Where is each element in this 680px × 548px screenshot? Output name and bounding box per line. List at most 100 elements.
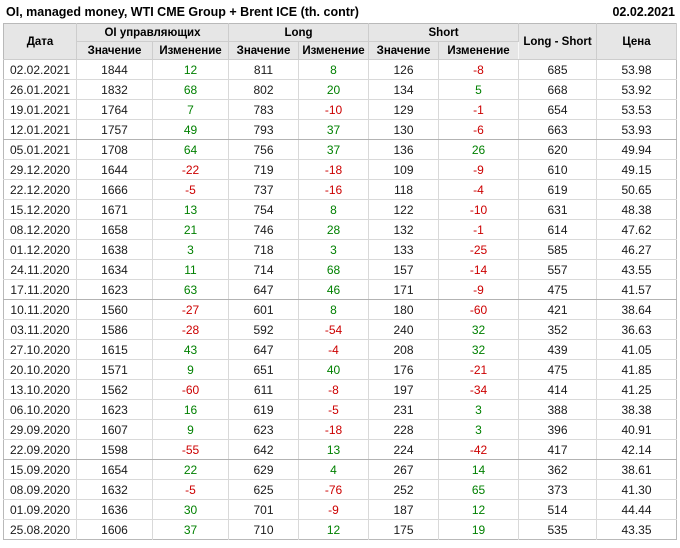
cell-short-chg: 14 bbox=[438, 459, 520, 480]
cell-price: 53.53 bbox=[596, 99, 677, 120]
cell-oi-chg: -5 bbox=[152, 479, 229, 500]
cell-oi-chg: 64 bbox=[152, 139, 229, 160]
cell-price: 43.55 bbox=[596, 259, 677, 280]
cell-price: 38.64 bbox=[596, 299, 677, 320]
cell-long-short: 396 bbox=[518, 419, 598, 440]
cell-oi-chg: 68 bbox=[152, 79, 229, 100]
cell-date: 13.10.2020 bbox=[3, 379, 77, 400]
cell-long-short: 620 bbox=[518, 139, 598, 160]
cell-date: 22.09.2020 bbox=[3, 439, 77, 460]
cell-price: 43.35 bbox=[596, 519, 677, 540]
cell-long-short: 631 bbox=[518, 199, 598, 220]
cell-price: 48.38 bbox=[596, 199, 677, 220]
header-long-short: Long - Short bbox=[518, 23, 598, 60]
cell-price: 38.38 bbox=[596, 399, 677, 420]
cell-oi: 1623 bbox=[76, 399, 153, 420]
cell-oi-chg: 12 bbox=[152, 59, 229, 80]
cell-oi: 1644 bbox=[76, 159, 153, 180]
cell-long: 719 bbox=[228, 159, 299, 180]
cell-short-chg: -6 bbox=[438, 119, 520, 140]
cell-long-short: 668 bbox=[518, 79, 598, 100]
cell-short: 136 bbox=[368, 139, 440, 160]
cell-long-short: 417 bbox=[518, 439, 598, 460]
cell-short-chg: 65 bbox=[438, 479, 520, 500]
table-header: Дата OI управляющих Long Short Long - Sh… bbox=[3, 23, 678, 60]
cell-date: 15.12.2020 bbox=[3, 199, 77, 220]
header-price: Цена bbox=[596, 23, 678, 60]
cell-long: 651 bbox=[228, 359, 299, 380]
cell-short: 231 bbox=[368, 399, 440, 420]
cell-short: 133 bbox=[368, 239, 440, 260]
cell-long: 611 bbox=[228, 379, 299, 400]
cell-oi: 1658 bbox=[76, 219, 153, 240]
cell-long-short: 585 bbox=[518, 239, 598, 260]
cell-oi-chg: 22 bbox=[152, 459, 229, 480]
cell-long-short: 610 bbox=[518, 159, 598, 180]
table-row: 20.10.2020 1571 9 651 40 176 -21 475 41.85 bbox=[3, 359, 677, 380]
cell-short: 109 bbox=[368, 159, 440, 180]
cell-oi-chg: -28 bbox=[152, 319, 229, 340]
cell-date: 06.10.2020 bbox=[3, 399, 77, 420]
cell-short-chg: -14 bbox=[438, 259, 520, 280]
cell-long: 601 bbox=[228, 299, 299, 320]
title-bar: OI, managed money, WTI CME Group + Brent… bbox=[0, 0, 680, 23]
cell-long-short: 352 bbox=[518, 319, 598, 340]
cell-long-short: 388 bbox=[518, 399, 598, 420]
cell-oi: 1654 bbox=[76, 459, 153, 480]
cell-oi: 1671 bbox=[76, 199, 153, 220]
cell-long: 714 bbox=[228, 259, 299, 280]
cell-oi: 1586 bbox=[76, 319, 153, 340]
cell-price: 50.65 bbox=[596, 179, 677, 200]
table-row: 22.09.2020 1598 -55 642 13 224 -42 417 42.14 bbox=[3, 439, 677, 460]
header-short-value: Значение bbox=[368, 41, 440, 60]
cell-oi-chg: 21 bbox=[152, 219, 229, 240]
cell-short-chg: 3 bbox=[438, 399, 520, 420]
cell-oi-chg: 43 bbox=[152, 339, 229, 360]
table-row: 15.09.2020 1654 22 629 4 267 14 362 38.61 bbox=[3, 459, 677, 480]
cell-long-chg: 37 bbox=[298, 139, 370, 160]
cell-oi: 1666 bbox=[76, 179, 153, 200]
cell-price: 42.14 bbox=[596, 439, 677, 460]
cell-long-short: 614 bbox=[518, 219, 598, 240]
cell-oi-chg: 9 bbox=[152, 359, 229, 380]
cell-short: 171 bbox=[368, 279, 440, 300]
cell-short: 118 bbox=[368, 179, 440, 200]
cell-price: 49.94 bbox=[596, 139, 677, 160]
table-row: 03.11.2020 1586 -28 592 -54 240 32 352 36.63 bbox=[3, 319, 677, 340]
cell-short: 132 bbox=[368, 219, 440, 240]
cell-date: 12.01.2021 bbox=[3, 119, 77, 140]
table-row: 08.12.2020 1658 21 746 28 132 -1 614 47.62 bbox=[3, 219, 677, 240]
cell-date: 29.09.2020 bbox=[3, 419, 77, 440]
cell-short-chg: 32 bbox=[438, 339, 520, 360]
cell-oi: 1632 bbox=[76, 479, 153, 500]
table-body: 02.02.2021 1844 12 811 8 126 -8 685 53.98 26.01.2… bbox=[3, 59, 677, 540]
oi-report-table: Дата OI управляющих Long Short Long - Sh… bbox=[3, 23, 678, 540]
cell-date: 05.01.2021 bbox=[3, 139, 77, 160]
cell-long: 642 bbox=[228, 439, 299, 460]
report-date: 02.02.2021 bbox=[612, 5, 675, 19]
cell-oi: 1623 bbox=[76, 279, 153, 300]
cell-long: 802 bbox=[228, 79, 299, 100]
cell-long-short: 373 bbox=[518, 479, 598, 500]
cell-oi-chg: -22 bbox=[152, 159, 229, 180]
cell-oi-chg: 13 bbox=[152, 199, 229, 220]
cell-long-short: 414 bbox=[518, 379, 598, 400]
cell-oi: 1708 bbox=[76, 139, 153, 160]
cell-long-chg: -10 bbox=[298, 99, 370, 120]
cell-oi-chg: -60 bbox=[152, 379, 229, 400]
cell-short: 267 bbox=[368, 459, 440, 480]
cell-long-chg: 4 bbox=[298, 459, 370, 480]
cell-oi-chg: 3 bbox=[152, 239, 229, 260]
table-row: 22.12.2020 1666 -5 737 -16 118 -4 619 50.65 bbox=[3, 179, 677, 200]
cell-short-chg: -42 bbox=[438, 439, 520, 460]
cell-oi: 1562 bbox=[76, 379, 153, 400]
cell-short: 175 bbox=[368, 519, 440, 540]
cell-long-short: 475 bbox=[518, 359, 598, 380]
cell-short: 187 bbox=[368, 499, 440, 520]
cell-oi: 1634 bbox=[76, 259, 153, 280]
cell-long-chg: 37 bbox=[298, 119, 370, 140]
cell-date: 19.01.2021 bbox=[3, 99, 77, 120]
cell-short-chg: -9 bbox=[438, 279, 520, 300]
cell-oi-chg: -55 bbox=[152, 439, 229, 460]
cell-oi-chg: -27 bbox=[152, 299, 229, 320]
